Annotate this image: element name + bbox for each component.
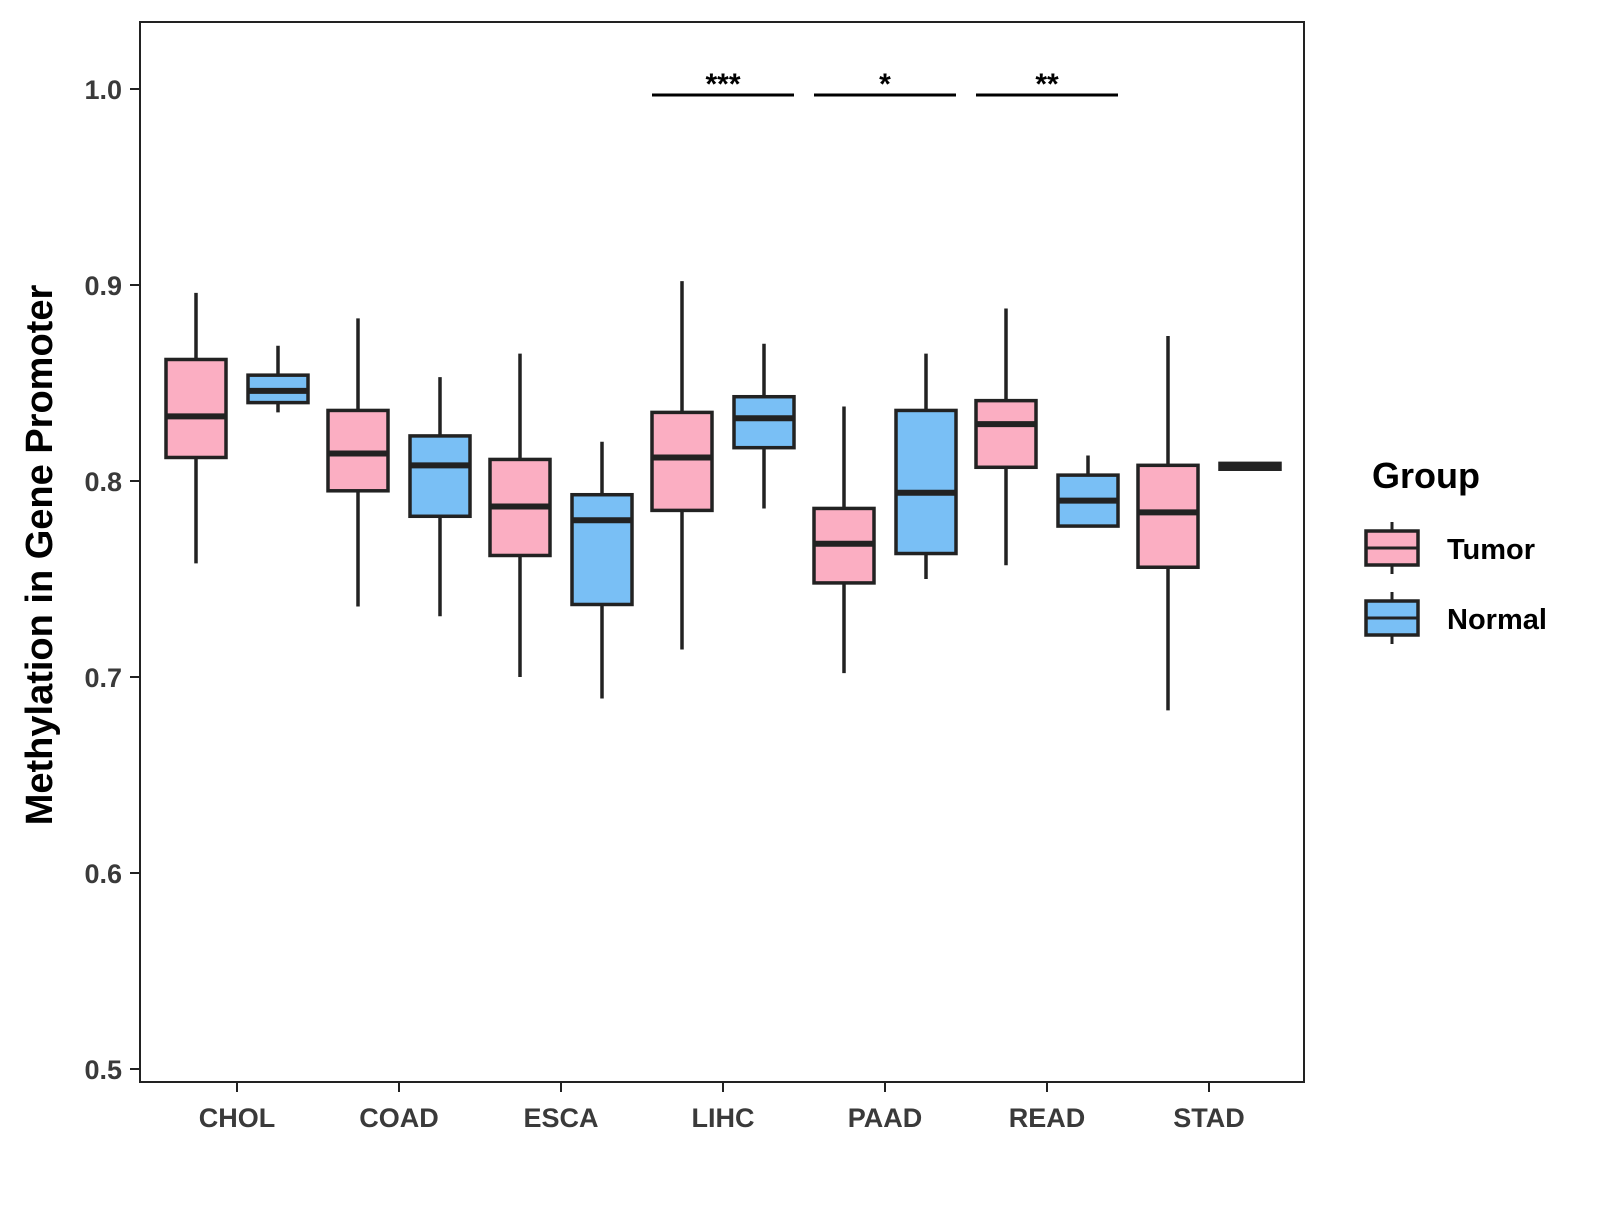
y-tick-label: 0.7 — [84, 663, 122, 693]
x-tick-label: STAD — [1173, 1103, 1245, 1133]
tumor-box — [974, 398, 1038, 470]
significance-label: * — [879, 68, 891, 101]
normal-box — [408, 434, 472, 519]
significance-label: ** — [1035, 68, 1059, 101]
y-tick-label: 0.8 — [84, 467, 122, 497]
tumor-box — [164, 357, 228, 460]
normal-box — [894, 408, 958, 556]
x-tick-label: PAAD — [848, 1103, 923, 1133]
y-tick-label: 0.9 — [84, 271, 122, 301]
y-axis-title: Methylation in Gene Promoter — [19, 285, 61, 826]
y-tick-label: 0.5 — [84, 1055, 122, 1085]
x-tick-label: COAD — [359, 1103, 439, 1133]
normal-box — [732, 394, 796, 450]
tumor-legend-label: Tumor — [1447, 534, 1535, 566]
y-tick-label: 0.6 — [84, 859, 122, 889]
x-tick-label: CHOL — [199, 1103, 276, 1133]
x-tick-label: READ — [1009, 1103, 1086, 1133]
tumor-box — [1136, 463, 1200, 569]
y-tick-label: 1.0 — [84, 75, 122, 105]
normal-legend-label: Normal — [1447, 604, 1547, 636]
plot-panel — [139, 21, 1305, 1083]
legend-title: Group — [1372, 455, 1480, 496]
x-tick-label: LIHC — [692, 1103, 755, 1133]
significance-label: *** — [705, 68, 740, 101]
x-tick-label: ESCA — [523, 1103, 598, 1133]
tumor-box — [650, 410, 714, 513]
normal-box — [570, 492, 634, 607]
